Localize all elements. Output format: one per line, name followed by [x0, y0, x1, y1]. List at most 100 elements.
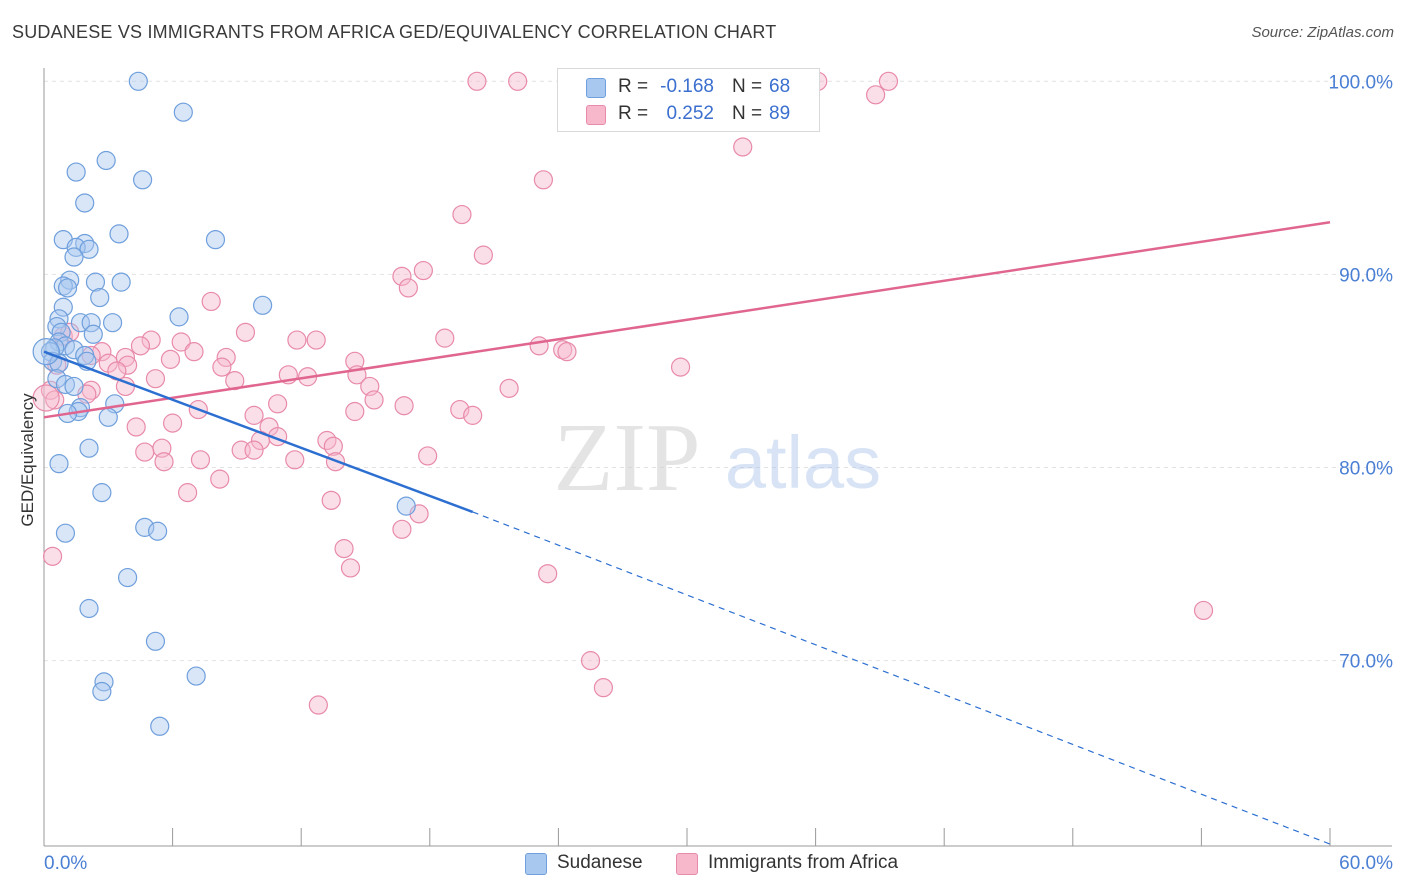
- sudanese-point: [79, 598, 99, 619]
- africa-point: [184, 342, 204, 362]
- africa-point: [557, 342, 577, 362]
- r-label: R =: [618, 76, 649, 97]
- africa-point: [413, 260, 433, 281]
- africa-point: [235, 322, 256, 342]
- sudanese-point: [85, 272, 106, 292]
- africa-point: [287, 330, 307, 350]
- africa-point: [141, 330, 161, 350]
- sudanese-point: [98, 407, 118, 427]
- sudanese-point: [70, 313, 91, 333]
- sudanese-point: [81, 313, 101, 333]
- sudanese-point: [111, 272, 131, 292]
- sudanese-point: [253, 295, 273, 315]
- sudanese-point: [92, 681, 112, 702]
- africa-point: [210, 469, 230, 489]
- africa-point: [244, 405, 264, 425]
- sudanese-points: [32, 71, 416, 736]
- y-tick-label: 90.0%: [1339, 265, 1393, 286]
- source-label: Source: ZipAtlas.com: [1251, 24, 1394, 41]
- y-tick-label: 100.0%: [1329, 72, 1394, 93]
- r-label: R =: [618, 103, 649, 124]
- gridlines: [44, 80, 1392, 662]
- y-tick-label: 70.0%: [1339, 652, 1393, 673]
- africa-point: [178, 483, 198, 503]
- africa-point: [321, 490, 341, 510]
- sudanese-point: [66, 162, 86, 182]
- y-tick-label: 80.0%: [1339, 459, 1393, 480]
- africa-point: [171, 332, 191, 352]
- africa-point: [212, 357, 232, 377]
- africa-point: [364, 390, 384, 410]
- africa-point: [1193, 600, 1214, 621]
- watermark-zip: ZIP: [554, 404, 701, 512]
- africa-point: [392, 519, 412, 539]
- sudanese-trend-extension: [472, 511, 1331, 845]
- africa-point: [529, 336, 549, 356]
- africa-point: [42, 546, 63, 566]
- sudanese-point: [75, 193, 95, 213]
- africa-point: [499, 378, 519, 398]
- africa-point: [201, 291, 221, 312]
- africa-point: [670, 357, 691, 377]
- africa-point: [190, 450, 211, 470]
- africa-point: [117, 355, 138, 375]
- n-label: N =: [732, 103, 763, 124]
- sudanese-trend-line: [43, 350, 474, 514]
- watermark: ZIP atlas: [554, 404, 882, 512]
- sudanese-point: [53, 297, 73, 317]
- sudanese-point: [102, 313, 123, 333]
- sudanese-point: [132, 170, 153, 190]
- africa-point: [145, 369, 166, 389]
- sudanese-point: [205, 230, 226, 250]
- africa-point: [268, 394, 288, 414]
- africa-point: [334, 539, 354, 559]
- africa-swatch: [586, 105, 606, 125]
- sudanese-point: [79, 239, 99, 259]
- y-axis-label: GED/Equivalency: [18, 393, 37, 527]
- africa-point: [538, 564, 558, 584]
- africa-point: [115, 347, 136, 368]
- africa-point: [533, 170, 553, 190]
- sudanese-point: [55, 523, 76, 543]
- africa-point: [126, 417, 146, 437]
- sudanese-point: [150, 716, 170, 736]
- legend-label: Immigrants from Africa: [708, 852, 899, 873]
- sudanese-point: [396, 496, 416, 516]
- tick-labels: 70.0% 80.0% 90.0% 100.0% 0.0% 60.0%: [44, 72, 1393, 874]
- r-value: -0.168: [660, 76, 714, 97]
- africa-point: [508, 71, 528, 91]
- africa-point: [345, 401, 365, 422]
- africa-point: [418, 446, 438, 466]
- sudanese-point: [169, 307, 189, 327]
- r-value: 0.252: [666, 103, 714, 124]
- legend-label: Sudanese: [557, 852, 643, 873]
- axes: [43, 68, 1392, 847]
- africa-point: [398, 278, 418, 298]
- africa-point: [878, 71, 899, 91]
- series-legend: Sudanese Immigrants from Africa: [0, 852, 1406, 878]
- sudanese-point: [90, 287, 110, 308]
- africa-point: [435, 328, 455, 348]
- sudanese-point: [57, 278, 78, 298]
- sudanese-point: [92, 483, 112, 503]
- correlation-legend: R = -0.168 N = 68 R = 0.252 N = 89: [557, 68, 820, 132]
- africa-point: [392, 266, 412, 286]
- sudanese-point: [83, 324, 103, 344]
- n-label: N =: [732, 76, 763, 97]
- africa-point: [866, 85, 886, 105]
- x-tick-label: 60.0%: [1339, 853, 1393, 874]
- africa-point: [394, 396, 414, 416]
- sudanese-point: [186, 666, 206, 686]
- sudanese-point: [79, 438, 99, 458]
- africa-swatch: [676, 853, 698, 875]
- africa-point: [135, 442, 155, 462]
- africa-point: [130, 336, 151, 356]
- africa-point: [733, 137, 753, 157]
- africa-point: [467, 71, 487, 91]
- sudanese-point: [49, 454, 69, 474]
- sudanese-point: [147, 521, 168, 541]
- sudanese-point: [109, 224, 129, 244]
- x-tick-label: 0.0%: [44, 853, 87, 874]
- sudanese-point: [64, 247, 84, 267]
